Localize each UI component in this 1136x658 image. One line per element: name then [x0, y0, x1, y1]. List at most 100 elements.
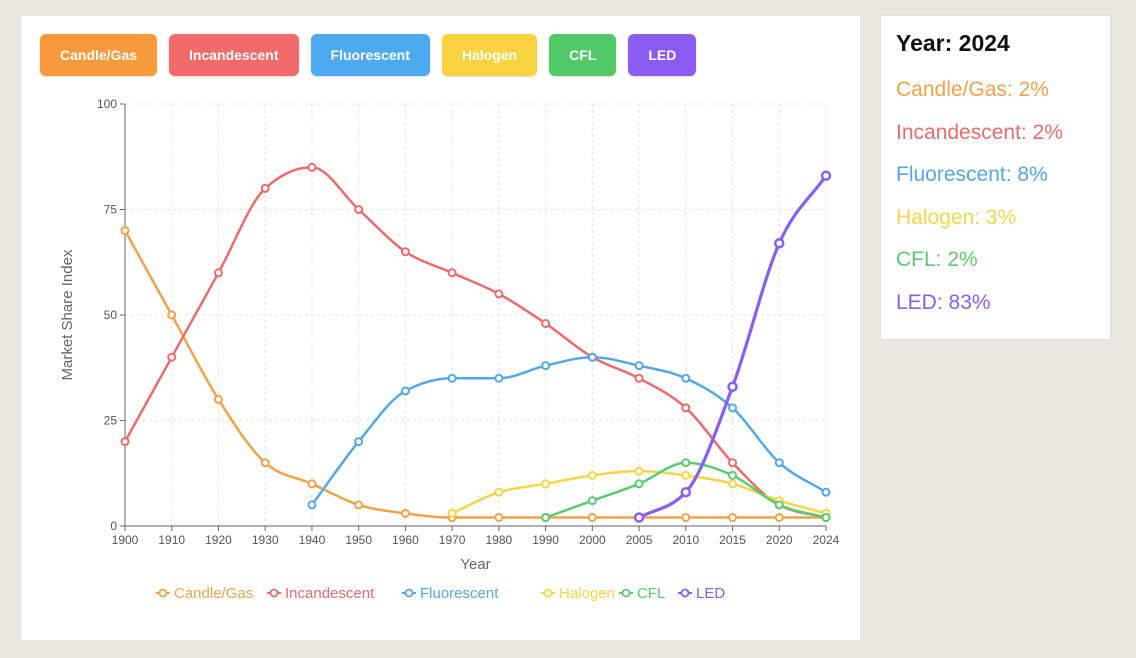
data-point-fluorescent	[494, 373, 504, 383]
data-point-fluorescent	[354, 437, 364, 447]
toggle-led-button[interactable]: LED	[628, 34, 697, 76]
series-fluorescent	[307, 352, 831, 510]
series-cfl	[541, 458, 831, 523]
data-point-led	[774, 238, 785, 249]
data-point-cfl	[634, 479, 644, 489]
legend-item-cfl: CFL	[619, 585, 665, 602]
chart-legend: Candle/Gas Incandescent Fluorescent Halogen…	[156, 585, 725, 602]
x-tick-label: 1960	[392, 533, 419, 547]
data-point-fluorescent	[774, 458, 784, 468]
toggle-halogen-button[interactable]: Halogen	[441, 34, 538, 76]
line-chart: 0 25 50 75 100 1900 1910 1920 1930 1940 1950 1960 19…	[59, 97, 840, 602]
x-tick-label: 2000	[579, 533, 606, 547]
data-point-candle-gas	[400, 508, 410, 518]
x-tick-label: 1980	[486, 533, 513, 547]
x-tick-label: 2024	[813, 533, 840, 547]
data-point-cfl	[728, 470, 738, 480]
data-point-led	[633, 512, 645, 523]
data-point-led	[727, 381, 738, 392]
x-tick-label: 1910	[158, 533, 185, 547]
legend-swatch-dot	[543, 588, 553, 598]
data-point-cfl	[541, 513, 551, 523]
info-candle-gas: Candle/Gas: 2%	[896, 78, 1049, 101]
info-incandescent: Incandescent: 2%	[896, 120, 1063, 144]
x-tick-label: 2015	[719, 533, 746, 547]
data-point-fluorescent	[634, 361, 644, 371]
data-point-incandescent	[120, 437, 130, 447]
data-point-incandescent	[447, 268, 457, 278]
legend-item-led: LED	[678, 585, 725, 602]
data-point-candle-gas	[260, 458, 270, 468]
x-axis-title: Year	[460, 556, 490, 573]
toggle-candle-gas-button[interactable]: Candle/Gas	[40, 34, 158, 76]
legend-label: Halogen	[559, 585, 615, 602]
data-point-incandescent	[167, 352, 177, 362]
series-line-fluorescent	[310, 355, 827, 506]
data-point-incandescent	[494, 289, 504, 299]
series-halogen	[447, 466, 831, 518]
data-point-incandescent	[307, 162, 317, 172]
chart-card: Candle/Gas Incandescent Fluorescent Halo…	[21, 16, 860, 640]
legend-swatch-dot	[158, 588, 168, 598]
legend-swatch-dot	[269, 588, 279, 598]
y-tick-label: 0	[110, 519, 117, 533]
data-point-incandescent	[728, 458, 738, 468]
y-tick-label: 100	[97, 97, 117, 111]
data-point-candle-gas	[587, 513, 597, 523]
x-tick-label: 1940	[299, 533, 326, 547]
data-point-candle-gas	[494, 513, 504, 523]
series-incandescent	[120, 162, 831, 523]
info-halogen: Halogen: 3%	[896, 205, 1017, 229]
data-point-fluorescent	[447, 373, 457, 383]
toggle-fluorescent-button[interactable]: Fluorescent	[310, 34, 430, 76]
data-point-halogen	[447, 508, 457, 518]
legend-swatch-dot	[621, 588, 631, 598]
data-point-fluorescent	[541, 361, 551, 371]
data-point-candle-gas	[307, 479, 317, 489]
toggle-cfl-button[interactable]: CFL	[549, 34, 617, 76]
y-tick-label: 75	[104, 203, 118, 217]
data-point-candle-gas	[354, 500, 364, 510]
data-point-incandescent	[260, 183, 270, 193]
data-point-fluorescent	[728, 403, 738, 413]
x-tick-label: 2005	[626, 533, 653, 547]
data-point-incandescent	[354, 205, 364, 214]
y-axis-title: Market Share Index	[59, 249, 76, 380]
data-point-halogen	[541, 479, 551, 489]
data-point-fluorescent	[400, 386, 410, 396]
legend-item-incandescent: Incandescent	[267, 585, 375, 602]
data-point-incandescent	[681, 403, 691, 413]
data-point-cfl	[821, 513, 831, 523]
data-point-cfl	[681, 458, 691, 468]
data-point-incandescent	[541, 318, 551, 328]
legend-item-fluorescent: Fluorescent	[402, 585, 499, 602]
info-fluorescent: Fluorescent: 8%	[896, 163, 1048, 186]
info-year-title: Year: 2024	[896, 30, 1010, 56]
data-point-cfl	[774, 500, 784, 510]
data-point-halogen	[728, 479, 738, 489]
data-point-halogen	[634, 466, 644, 476]
data-point-candle-gas	[120, 226, 130, 236]
legend-swatch-dot	[680, 588, 690, 598]
x-tick-label: 1920	[205, 533, 232, 547]
data-point-led	[820, 170, 832, 181]
legend-label: Incandescent	[285, 585, 375, 602]
legend-item-candle-gas: Candle/Gas	[156, 585, 253, 602]
grid-lines	[124, 103, 827, 527]
data-point-candle-gas	[213, 394, 223, 404]
toggle-incandescent-button[interactable]: Incandescent	[169, 34, 299, 76]
series-toggle-buttons: Candle/Gas Incandescent Fluorescent Halo…	[40, 34, 697, 76]
data-point-incandescent	[400, 247, 410, 257]
data-point-incandescent	[213, 268, 223, 278]
info-cfl: CFL: 2%	[896, 248, 978, 271]
y-tick-label: 50	[104, 308, 118, 322]
info-led: LED: 83%	[896, 290, 991, 314]
data-point-fluorescent	[587, 352, 597, 362]
x-tick-label: 1970	[439, 533, 466, 547]
data-point-candle-gas	[681, 513, 691, 523]
data-point-halogen	[587, 470, 597, 480]
year-info-panel: Year: 2024 Candle/Gas: 2% Incandescent: …	[881, 16, 1110, 339]
data-point-candle-gas	[728, 513, 738, 523]
series-line-led	[638, 174, 828, 519]
x-tick-label: 1930	[252, 533, 279, 547]
